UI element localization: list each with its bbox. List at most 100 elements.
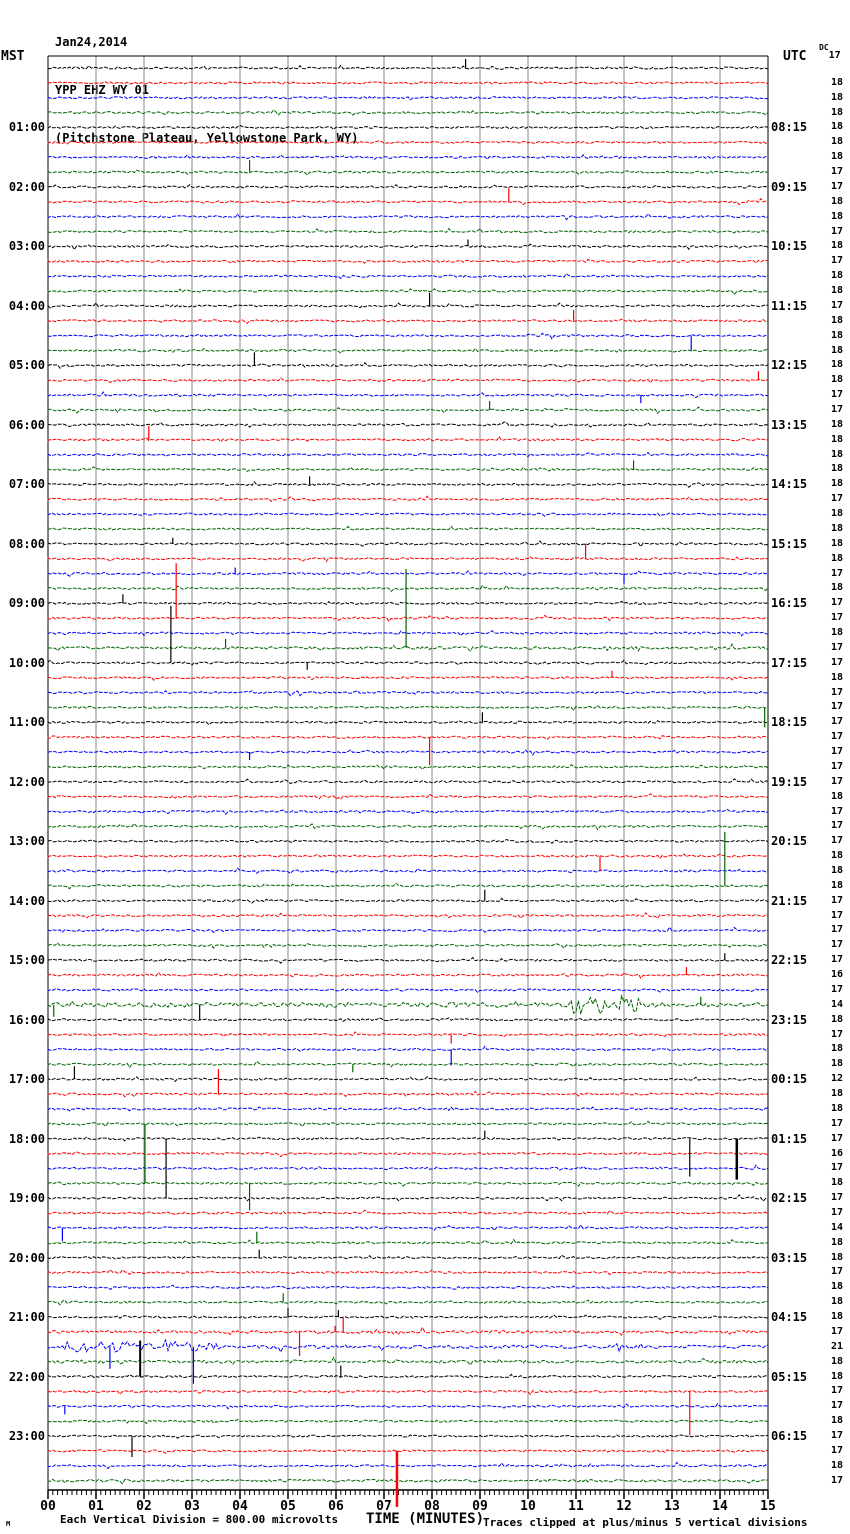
- dc-label: DC: [819, 43, 829, 52]
- dc-value-row-2: 18: [830, 91, 843, 103]
- footer-clip-note: Traces clipped at plus/minus 5 vertical …: [483, 1516, 808, 1529]
- trace-row-14: [47, 273, 769, 280]
- x-label-10: 10: [520, 1499, 536, 1514]
- left-hour-12:00: 12:00: [8, 774, 45, 789]
- dc-value-row-27: 18: [830, 463, 843, 475]
- dc-value-row-73: 16: [830, 1147, 843, 1159]
- trace-row-93: [47, 1448, 769, 1455]
- trace-row-8: [47, 183, 769, 189]
- left-hour-10:00: 10:00: [8, 655, 45, 670]
- dc-value-row-11: 17: [830, 225, 843, 237]
- trace-row-47: [47, 764, 769, 770]
- title-station: YPP EHZ WY 01: [55, 83, 149, 97]
- dc-value-row-54: 18: [830, 864, 843, 876]
- trace-row-34: [47, 570, 769, 577]
- dc-value-row-20: 18: [830, 359, 843, 371]
- dc-value-row-47: 17: [830, 760, 843, 772]
- trace-row-42: [47, 689, 769, 697]
- x-label-05: 05: [280, 1499, 296, 1514]
- trace-row-72: [47, 1136, 769, 1142]
- dc-value-row-82: 18: [830, 1281, 843, 1293]
- x-axis-title: TIME (MINUTES): [366, 1511, 485, 1527]
- trace-row-25: [47, 435, 769, 443]
- dc-value-row-90: 17: [830, 1400, 843, 1412]
- right-hour-17:15: 17:15: [771, 655, 808, 670]
- trace-row-73: [47, 1151, 769, 1158]
- trace-row-26: [47, 451, 769, 458]
- trace-row-64: [47, 1017, 769, 1022]
- dc-value-row-72: 17: [830, 1132, 843, 1144]
- dc-value-row-78: 14: [830, 1221, 843, 1233]
- trace-row-38: [47, 630, 769, 637]
- trace-row-83: [47, 1299, 768, 1306]
- trace-row-81: [47, 1268, 769, 1276]
- footer-glyph: M: [6, 1520, 11, 1528]
- left-hour-09:00: 09:00: [8, 596, 45, 611]
- trace-row-23: [47, 406, 769, 415]
- dc-value-row-63: 14: [830, 998, 843, 1010]
- left-hour-20:00: 20:00: [8, 1250, 45, 1265]
- trace-row-19: [47, 347, 769, 354]
- trace-row-76: [47, 1193, 769, 1203]
- left-hour-08:00: 08:00: [8, 536, 45, 551]
- trace-row-16: [47, 302, 769, 309]
- left-hour-01:00: 01:00: [8, 120, 45, 135]
- left-hour-07:00: 07:00: [8, 477, 45, 492]
- dc-value-row-52: 17: [830, 835, 843, 847]
- trace-row-33: [47, 556, 769, 563]
- dc-value-row-45: 17: [830, 731, 843, 743]
- left-hour-06:00: 06:00: [8, 417, 45, 432]
- dc-value-row-77: 17: [830, 1206, 843, 1218]
- dc-value-row-40: 17: [830, 656, 843, 668]
- trace-row-50: [47, 808, 768, 815]
- left-hour-23:00: 23:00: [8, 1429, 45, 1444]
- trace-row-28: [47, 480, 769, 488]
- dc-value-row-21: 18: [830, 374, 843, 386]
- dc-value-row-35: 18: [830, 582, 843, 594]
- dc-value-row-26: 18: [830, 448, 843, 460]
- trace-row-84: [47, 1314, 769, 1321]
- left-hour-15:00: 15:00: [8, 953, 45, 968]
- dc-value-row-22: 17: [830, 389, 843, 401]
- x-label-07: 07: [376, 1499, 392, 1514]
- x-label-14: 14: [712, 1499, 728, 1514]
- dc-value-row-38: 18: [830, 627, 843, 639]
- dc-value-row-14: 18: [830, 270, 843, 282]
- trace-row-22: [47, 391, 769, 399]
- dc-value-row-87: 18: [830, 1355, 843, 1367]
- dc-value-row-19: 18: [830, 344, 843, 356]
- dc-value-row-83: 18: [830, 1296, 843, 1308]
- right-hour-06:15: 06:15: [771, 1429, 808, 1444]
- trace-row-2: [47, 95, 769, 101]
- left-hour-22:00: 22:00: [8, 1369, 45, 1384]
- trace-row-55: [47, 882, 769, 890]
- trace-row-53: [47, 853, 769, 859]
- trace-row-39: [47, 643, 768, 652]
- dc-value-row-29: 17: [830, 493, 843, 505]
- trace-row-1: [47, 81, 769, 85]
- x-label-01: 01: [88, 1499, 104, 1514]
- trace-row-88: [47, 1373, 769, 1379]
- trace-row-12: [47, 243, 769, 251]
- dc-value-row-60: 17: [830, 954, 843, 966]
- dc-value-row-51: 17: [830, 820, 843, 832]
- trace-row-59: [47, 942, 769, 949]
- right-hour-09:15: 09:15: [771, 179, 808, 194]
- right-hour-20:15: 20:15: [771, 834, 808, 849]
- dc-value-row-86: 21: [830, 1340, 843, 1352]
- right-hour-11:15: 11:15: [771, 298, 808, 313]
- right-hour-13:15: 13:15: [771, 417, 808, 432]
- x-label-04: 04: [232, 1499, 248, 1514]
- right-hour-08:15: 08:15: [771, 120, 808, 135]
- dc-value-row-7: 17: [830, 166, 843, 178]
- trace-row-58: [47, 926, 769, 934]
- trace-row-86: [47, 1338, 769, 1354]
- trace-row-61: [47, 971, 769, 979]
- left-hour-13:00: 13:00: [8, 834, 45, 849]
- dc-value-row-13: 17: [830, 255, 843, 267]
- dc-value-row-67: 18: [830, 1058, 843, 1070]
- trace-row-13: [47, 258, 769, 264]
- trace-row-80: [47, 1254, 769, 1260]
- dc-value-row-93: 17: [830, 1444, 843, 1456]
